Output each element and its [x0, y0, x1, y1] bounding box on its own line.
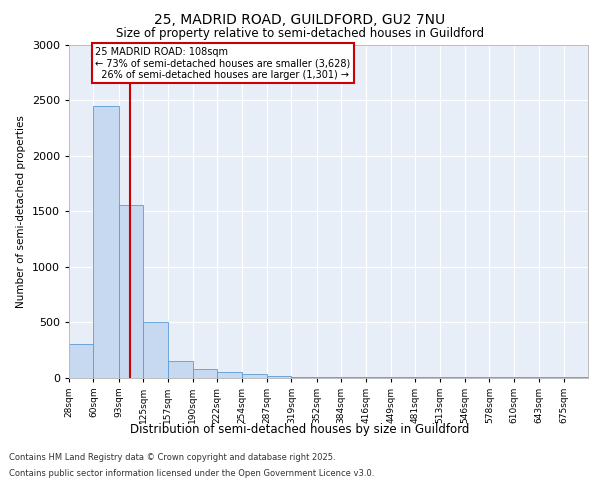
Bar	[267, 376, 292, 378]
Text: Contains public sector information licensed under the Open Government Licence v3: Contains public sector information licen…	[9, 468, 374, 477]
Text: 25, MADRID ROAD, GUILDFORD, GU2 7NU: 25, MADRID ROAD, GUILDFORD, GU2 7NU	[154, 12, 446, 26]
Bar	[242, 374, 267, 378]
Bar	[193, 368, 217, 378]
Bar	[119, 204, 143, 378]
Bar	[167, 361, 193, 378]
Text: Distribution of semi-detached houses by size in Guildford: Distribution of semi-detached houses by …	[130, 422, 470, 436]
Bar	[341, 377, 365, 378]
Bar	[217, 372, 242, 378]
Y-axis label: Number of semi-detached properties: Number of semi-detached properties	[16, 115, 26, 308]
Text: 25 MADRID ROAD: 108sqm
← 73% of semi-detached houses are smaller (3,628)
  26% o: 25 MADRID ROAD: 108sqm ← 73% of semi-det…	[95, 46, 350, 80]
Bar	[94, 106, 119, 378]
Text: Contains HM Land Registry data © Crown copyright and database right 2025.: Contains HM Land Registry data © Crown c…	[9, 454, 335, 462]
Bar	[69, 344, 94, 378]
Bar	[292, 377, 317, 378]
Bar	[317, 377, 341, 378]
Bar	[143, 322, 167, 378]
Text: Size of property relative to semi-detached houses in Guildford: Size of property relative to semi-detach…	[116, 28, 484, 40]
